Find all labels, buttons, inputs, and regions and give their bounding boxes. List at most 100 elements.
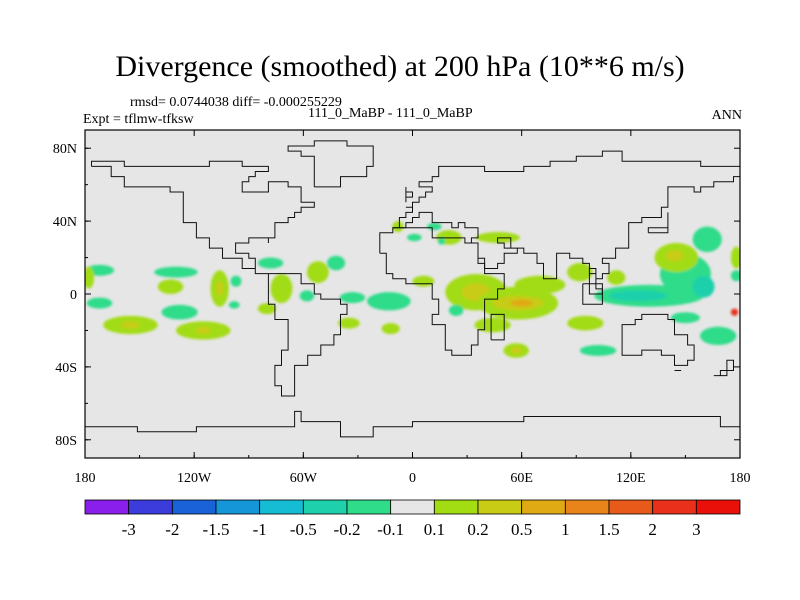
anomaly-region-49 xyxy=(665,250,684,262)
anomaly-region-37 xyxy=(474,317,511,333)
stats-line: rmsd= 0.0744038 diff= -0.000255229 xyxy=(130,95,342,110)
colorbar-swatch-7 xyxy=(390,499,435,515)
anomaly-region-18 xyxy=(326,255,346,271)
colorbar-label-11: 1.5 xyxy=(598,520,619,539)
anomaly-region-41 xyxy=(567,315,604,331)
coastline-1 xyxy=(287,140,374,188)
colorbar-swatch-12 xyxy=(608,499,654,515)
colorbar-label-6: -0.1 xyxy=(377,520,404,539)
colorbar-label-10: 1 xyxy=(561,520,570,539)
coastline-layer xyxy=(85,140,740,438)
colorbar-swatch-8 xyxy=(433,499,479,515)
colorbar-label-5: -0.2 xyxy=(334,520,361,539)
colorbar-swatch-0 xyxy=(84,499,130,515)
colorbar-label-0: -3 xyxy=(122,520,136,539)
anomaly-region-36 xyxy=(514,275,566,294)
x-tick-label-1: 120W xyxy=(177,471,212,486)
colorbar-swatch-14 xyxy=(695,499,741,515)
colorbar-label-8: 0.2 xyxy=(467,520,488,539)
coastline-7 xyxy=(713,359,734,377)
coastline-3 xyxy=(379,227,505,356)
anomaly-region-35 xyxy=(510,299,533,307)
colorbar-label-1: -2 xyxy=(165,520,179,539)
anomaly-region-3 xyxy=(85,266,95,289)
y-tick-label-3: 40S xyxy=(55,361,77,376)
anomaly-region-51 xyxy=(692,275,715,298)
y-tick-label-0: 80N xyxy=(53,142,77,157)
anomaly-region-19 xyxy=(299,290,315,302)
colorbar-swatch-1 xyxy=(128,499,173,515)
anomaly-region-13 xyxy=(228,301,240,309)
anomaly-region-2 xyxy=(86,297,113,309)
y-tick-label-2: 0 xyxy=(70,288,77,303)
coastline-11 xyxy=(85,410,740,438)
colorbar-swatch-5 xyxy=(302,499,348,515)
x-tick-label-4: 60E xyxy=(510,471,533,486)
y-tick-label-1: 40N xyxy=(53,215,77,230)
anomaly-region-54 xyxy=(730,246,740,269)
coastline-4 xyxy=(490,313,505,341)
anomaly-region-17 xyxy=(306,261,329,284)
x-tick-label-0: 180 xyxy=(75,471,96,486)
colorbar-label-3: -1 xyxy=(253,520,267,539)
x-tick-label-5: 120E xyxy=(616,471,646,486)
colorbar-swatch-11 xyxy=(564,499,610,515)
colorbar-swatch-10 xyxy=(521,499,566,515)
anomaly-region-23 xyxy=(381,323,400,335)
anomaly-region-5 xyxy=(121,321,140,329)
anomaly-region-20 xyxy=(339,292,366,304)
anomaly-region-40 xyxy=(510,346,522,355)
colorbar-label-7: 0.1 xyxy=(424,520,445,539)
anomaly-region-46 xyxy=(609,290,668,302)
anomaly-region-22 xyxy=(337,317,360,329)
anomaly-region-14 xyxy=(270,273,293,304)
anomaly-region-9 xyxy=(157,279,184,295)
anomaly-region-53 xyxy=(699,326,737,346)
colorbar-label-13: 3 xyxy=(692,520,701,539)
chart-title: Divergence (smoothed) at 200 hPa (10**6 … xyxy=(115,50,685,83)
colorbar-swatch-2 xyxy=(171,499,217,515)
anomaly-region-15 xyxy=(257,303,277,315)
coastline-2 xyxy=(392,150,740,295)
coastline-8 xyxy=(582,283,603,305)
anomaly-region-12 xyxy=(230,275,242,287)
x-tick-label-6: 180 xyxy=(730,471,751,486)
coastline-9 xyxy=(405,186,413,203)
y-tick-label-4: 80S xyxy=(55,434,77,449)
colorbar-swatch-9 xyxy=(477,499,523,515)
x-tick-label-2: 60W xyxy=(290,471,318,486)
anomaly-region-16 xyxy=(257,257,284,269)
colorbar-swatch-13 xyxy=(652,499,697,515)
anomaly-region-30 xyxy=(412,275,435,287)
anomaly-region-21 xyxy=(367,292,411,311)
anomaly-region-28 xyxy=(437,237,446,245)
colorbar-label-2: -1.5 xyxy=(203,520,230,539)
experiment-label: Expt = tflmw-tfksw xyxy=(83,112,194,127)
x-axis: 180 120W 60W 0 60E 120E 180 xyxy=(75,130,751,486)
anomaly-region-38 xyxy=(448,304,464,316)
anomaly-region-42 xyxy=(579,345,617,356)
anomaly-region-44 xyxy=(607,270,626,285)
coastline-10 xyxy=(647,212,669,234)
coastline-0 xyxy=(91,160,348,397)
colorbar: -3 -2 -1.5 -1 -0.5 -0.2 -0.1 0.1 0.2 0.5 1 1.5 2 3 xyxy=(84,499,741,539)
anomaly-region-52 xyxy=(670,312,700,324)
anomaly-region-8 xyxy=(195,326,211,335)
colorbar-label-9: 0.5 xyxy=(511,520,532,539)
colorbar-swatch-4 xyxy=(259,499,304,515)
colorbar-label-12: 2 xyxy=(648,520,657,539)
anomaly-region-25 xyxy=(407,233,422,242)
anomaly-region-11 xyxy=(216,281,224,296)
colorbar-swatch-6 xyxy=(346,499,392,515)
anomaly-region-26 xyxy=(427,222,442,231)
anomaly-region-56 xyxy=(730,308,739,316)
anomaly-region-24 xyxy=(392,221,404,233)
x-tick-label-3: 0 xyxy=(409,471,416,486)
y-axis: 80N 40N 0 40S 80S xyxy=(53,142,740,449)
anomaly-region-6 xyxy=(161,304,198,320)
case-label: 111_0_MaBP - 111_0_MaBP xyxy=(308,106,473,121)
colorbar-swatch-3 xyxy=(215,499,261,515)
anomaly-region-50 xyxy=(692,226,722,253)
anomaly-region-55 xyxy=(730,270,740,282)
